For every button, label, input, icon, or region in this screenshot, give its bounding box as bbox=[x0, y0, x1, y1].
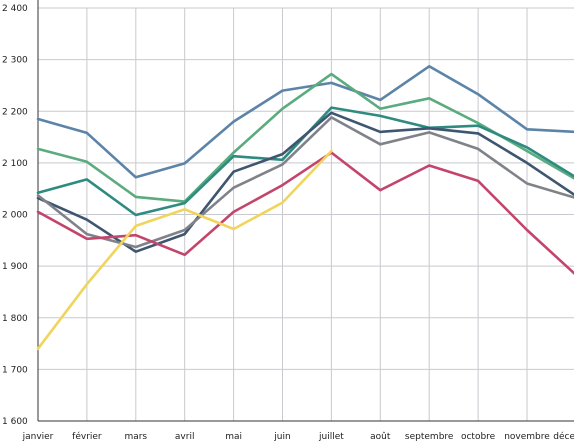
y-tick-label: 2 100 bbox=[2, 159, 28, 169]
y-tick-label: 1 700 bbox=[2, 365, 28, 375]
x-tick-label: octobre bbox=[461, 432, 496, 442]
series-line-2 bbox=[36, 72, 574, 203]
x-tick-label: décembre bbox=[553, 431, 574, 442]
y-tick-label: 1 600 bbox=[2, 417, 28, 427]
y-tick-label: 1 900 bbox=[2, 262, 28, 272]
y-tick-label: 2 000 bbox=[2, 211, 28, 221]
x-tick-label: août bbox=[370, 432, 391, 442]
series-line-6 bbox=[36, 151, 574, 275]
y-tick-labels: 1 600 1 700 1 800 1 900 2 000 2 100 2 200 2 300… bbox=[2, 4, 28, 427]
axes bbox=[37, 0, 574, 422]
series-line-4 bbox=[36, 111, 574, 253]
series-line-5 bbox=[36, 116, 574, 249]
x-tick-label: juillet bbox=[318, 432, 344, 442]
x-tick-label: mai bbox=[225, 432, 242, 442]
x-tick-labels: janvier février mars avril mai juin juillet aoû… bbox=[22, 431, 574, 442]
series-line-1 bbox=[36, 65, 574, 179]
x-tick-label: novembre bbox=[504, 432, 550, 442]
x-tick-label: février bbox=[72, 431, 102, 442]
y-tick-label: 2 200 bbox=[2, 107, 28, 117]
y-tick-label: 2 300 bbox=[2, 56, 28, 66]
grid bbox=[38, 7, 574, 422]
x-tick-label: septembre bbox=[405, 432, 454, 442]
series-line-7 bbox=[36, 149, 333, 350]
x-tick-label: avril bbox=[175, 432, 195, 442]
x-tick-label: mars bbox=[124, 432, 147, 442]
y-tick-label: 2 400 bbox=[2, 4, 28, 14]
x-tick-label: janvier bbox=[22, 432, 54, 442]
y-tick-label: 1 800 bbox=[2, 314, 28, 324]
series-group bbox=[36, 65, 574, 350]
x-tick-label: juin bbox=[273, 432, 290, 442]
